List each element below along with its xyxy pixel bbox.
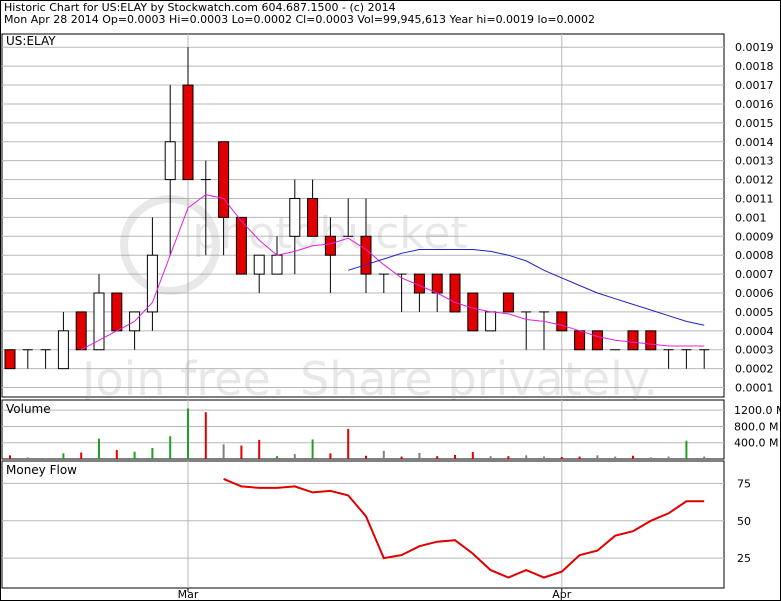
candle-body — [4, 349, 16, 370]
candle-body — [360, 235, 372, 275]
money-flow-line — [223, 477, 705, 579]
volume-tick-label: 1200.0 M — [734, 404, 781, 417]
candle-body — [146, 254, 158, 313]
candle-body — [111, 292, 123, 332]
price-tick-label: 0.0007 — [735, 268, 774, 281]
price-tick-label: 0.0011 — [735, 192, 774, 205]
price-tick-label: 0.0015 — [735, 117, 774, 130]
price-tick-label: 0.0016 — [735, 98, 774, 111]
price-tick-label: 0.0014 — [735, 136, 774, 149]
candle-body — [57, 330, 69, 370]
price-tick-label: 0.0019 — [735, 41, 774, 54]
price-tick-label: 0.0003 — [735, 344, 774, 357]
money-flow-tick-label: 25 — [737, 552, 751, 565]
candle-body — [307, 197, 319, 237]
candle-body — [431, 273, 443, 294]
money-flow-tick-label: 50 — [737, 515, 751, 528]
price-tick-label: 0.0008 — [735, 249, 774, 262]
volume-tick-label: 400.0 M — [734, 437, 778, 450]
candle-body — [449, 273, 461, 313]
price-tick-label: 0.0002 — [735, 363, 774, 376]
volume-panel-title: Volume — [6, 402, 51, 416]
x-tick-label-mar: Mar — [178, 588, 199, 601]
candle-body — [591, 330, 603, 351]
chart-header-quote: Mon Apr 28 2014 Op=0.0003 Hi=0.0003 Lo=0… — [4, 13, 596, 26]
price-tick-label: 0.0018 — [735, 60, 774, 73]
volume-panel — [1, 399, 725, 460]
candle-body — [574, 330, 586, 351]
watermark-slogan: Join free. Share privately. — [79, 352, 658, 406]
candle-body — [271, 254, 283, 275]
candle-body — [289, 197, 301, 237]
moving-average-long-line — [348, 249, 705, 326]
money-flow-tick-label: 75 — [737, 477, 751, 490]
x-tick-label-apr: Apr — [552, 588, 572, 601]
price-tick-label: 0.0004 — [735, 325, 774, 338]
price-tick-label: 0.0001 — [735, 382, 774, 395]
price-panel — [1, 33, 725, 398]
candle-body — [218, 141, 230, 218]
volume-tick-label: 800.0 M — [734, 420, 778, 433]
candle-body — [235, 216, 247, 275]
candle-body — [467, 292, 479, 332]
chart-header-title: Historic Chart for US:ELAY by Stockwatch… — [4, 1, 396, 14]
money-flow-panel-title: Money Flow — [6, 463, 77, 477]
price-tick-label: 0.0005 — [735, 306, 774, 319]
candle-body — [645, 330, 657, 351]
price-tick-label: 0.0012 — [735, 174, 774, 187]
candle-body — [627, 330, 639, 351]
price-tick-label: 0.0009 — [735, 230, 774, 243]
price-panel-title: US:ELAY — [6, 34, 56, 48]
candle-body — [182, 84, 194, 181]
price-tick-label: 0.0006 — [735, 287, 774, 300]
candle-body — [324, 235, 336, 256]
price-tick-label: 0.0013 — [735, 155, 774, 168]
candle-body — [485, 311, 497, 332]
candle-body — [556, 311, 568, 332]
candle-body — [253, 254, 265, 275]
candle-body — [502, 292, 514, 313]
candle-body — [93, 292, 105, 351]
money-flow-panel — [1, 460, 725, 589]
moving-average-short-line — [80, 194, 705, 351]
price-tick-label: 0.0017 — [735, 79, 774, 92]
price-tick-label: 0.001 — [735, 211, 767, 224]
candle-body — [75, 311, 87, 351]
candle-body — [164, 141, 176, 181]
